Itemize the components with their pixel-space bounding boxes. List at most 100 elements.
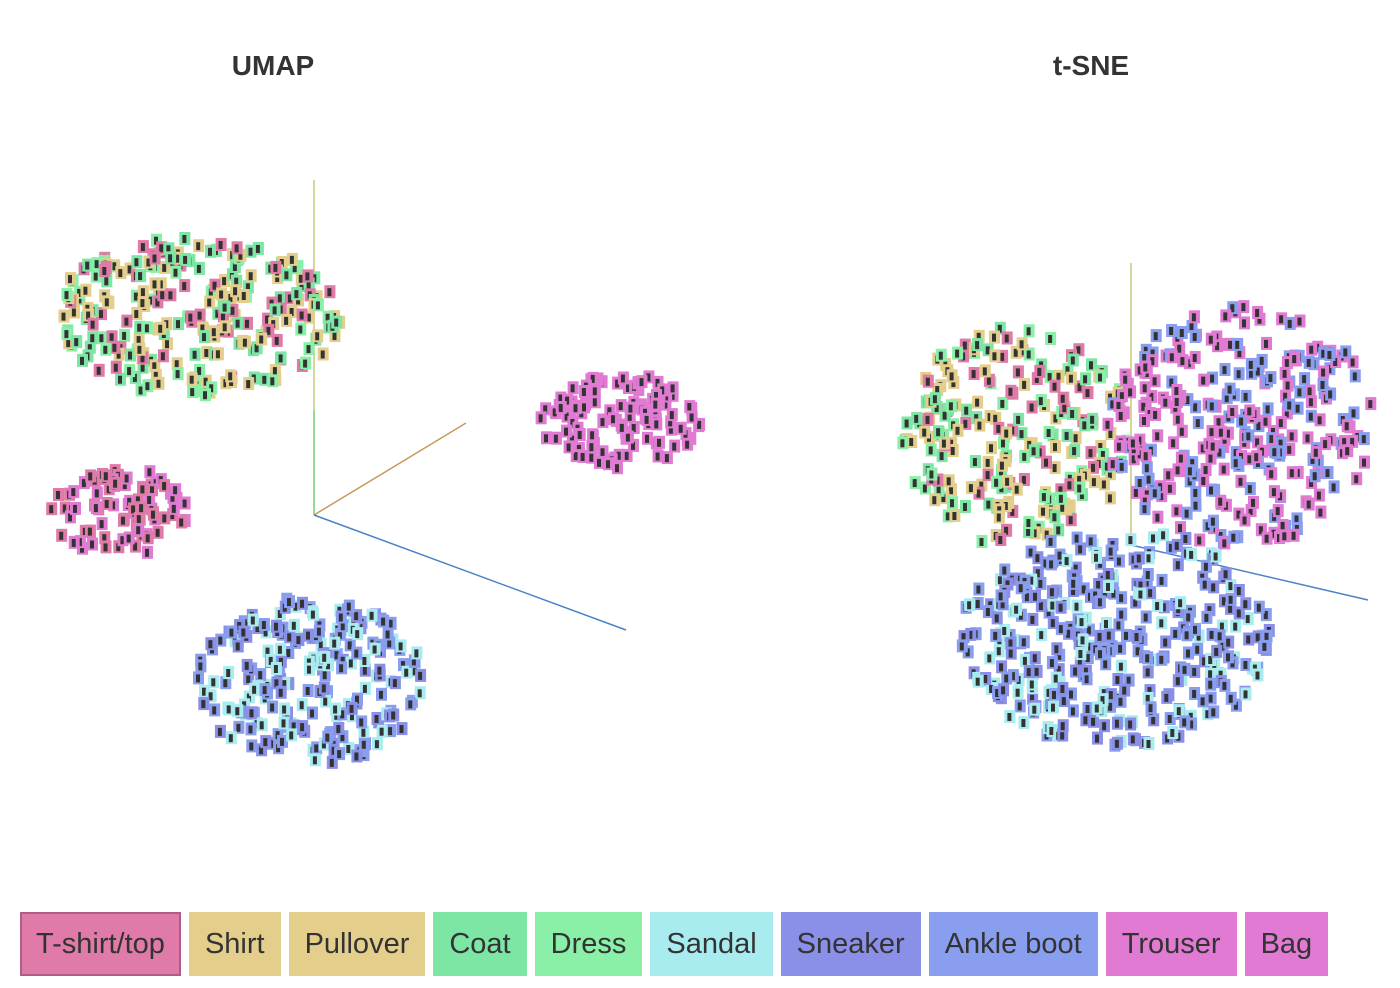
point-glyph [1211,583,1216,592]
point-glyph [151,510,155,519]
point-glyph [1255,671,1260,680]
point-glyph [273,263,278,272]
legend-label: Ankle boot [944,927,1082,960]
point-glyph [1108,430,1113,438]
point-glyph [113,479,118,488]
point-glyph [1238,477,1243,486]
point-glyph [59,531,64,540]
point-glyph [1164,693,1169,702]
point-glyph [173,268,178,277]
point-glyph [388,727,393,736]
point-glyph [179,518,184,527]
legend-item-dress[interactable]: Dress [534,912,643,976]
point-glyph [94,260,99,269]
point-glyph [1022,656,1027,665]
point-glyph [337,630,342,639]
point-glyph [1104,462,1109,471]
point-glyph [137,345,142,354]
legend-item-tshirt-top[interactable]: T-shirt/top [20,912,181,976]
point-glyph [1083,667,1088,676]
point-glyph [287,598,291,607]
point-glyph [1243,661,1248,669]
point-glyph [1143,346,1148,355]
point-glyph [137,323,142,332]
point-glyph [1001,686,1006,695]
point-glyph [1150,349,1155,358]
point-glyph [1345,447,1350,456]
point-glyph [1200,697,1205,706]
point-glyph [1017,702,1022,711]
legend-item-ankle-boot[interactable]: Ankle boot [928,912,1098,976]
point-glyph [77,295,82,304]
point-glyph [997,324,1002,333]
point-glyph [278,688,283,697]
point-glyph [1131,455,1136,464]
embedding-plots[interactable] [0,0,1400,880]
point-glyph [90,320,95,329]
legend-item-pullover[interactable]: Pullover [288,912,426,976]
umap-plot[interactable] [46,180,706,769]
point-glyph [362,666,367,675]
point-glyph [925,377,930,386]
point-glyph [1037,448,1042,457]
point-glyph [1070,707,1075,716]
point-glyph [939,452,944,461]
point-glyph [200,324,205,333]
legend-item-sneaker[interactable]: Sneaker [780,912,921,976]
point-glyph [71,308,76,317]
point-glyph [1116,401,1121,410]
point-glyph [1024,593,1029,602]
point-glyph [192,350,197,359]
point-glyph [236,723,241,732]
point-glyph [299,311,304,320]
point-glyph [1145,654,1150,663]
point-glyph [1145,571,1150,579]
point-glyph [211,678,216,687]
point-glyph [103,543,108,552]
point-glyph [1029,403,1034,412]
point-glyph [158,324,163,333]
point-glyph [274,679,279,688]
point-glyph [1067,481,1072,490]
point-glyph [1004,334,1009,343]
point-glyph [1105,571,1110,579]
point-glyph [1032,705,1037,714]
point-glyph [1309,345,1314,354]
point-glyph [243,619,248,628]
point-glyph [1005,477,1010,486]
legend-item-coat[interactable]: Coat [433,912,527,976]
point-glyph [1046,688,1051,697]
point-glyph [950,447,955,455]
point-glyph [1030,615,1035,624]
point-glyph [1192,333,1197,341]
point-glyph [1159,492,1164,501]
legend-item-shirt[interactable]: Shirt [188,912,281,976]
point-glyph [626,384,630,392]
point-glyph [1116,557,1121,566]
point-glyph [663,400,668,409]
point-glyph [1060,685,1065,693]
point-glyph [1015,688,1020,697]
legend-item-trouser[interactable]: Trouser [1105,912,1237,976]
point-glyph [1000,399,1005,408]
point-glyph [1054,645,1059,654]
tsne-plot[interactable] [897,263,1377,752]
point-glyph [1000,352,1005,361]
point-glyph [113,363,118,372]
point-glyph [145,548,149,557]
point-glyph [1118,662,1123,671]
point-glyph [1218,497,1223,506]
point-glyph [1269,470,1274,479]
point-glyph [1237,349,1242,358]
point-glyph [993,631,998,640]
point-glyph [1174,398,1179,406]
legend-item-sandal[interactable]: Sandal [650,912,773,976]
point-glyph [1145,668,1150,677]
point-glyph [94,489,99,498]
point-glyph [312,756,317,765]
legend-item-bag[interactable]: Bag [1244,912,1329,976]
point-glyph [298,325,303,334]
point-glyph [278,305,283,314]
point-glyph [133,542,138,551]
point-glyph [299,282,304,291]
